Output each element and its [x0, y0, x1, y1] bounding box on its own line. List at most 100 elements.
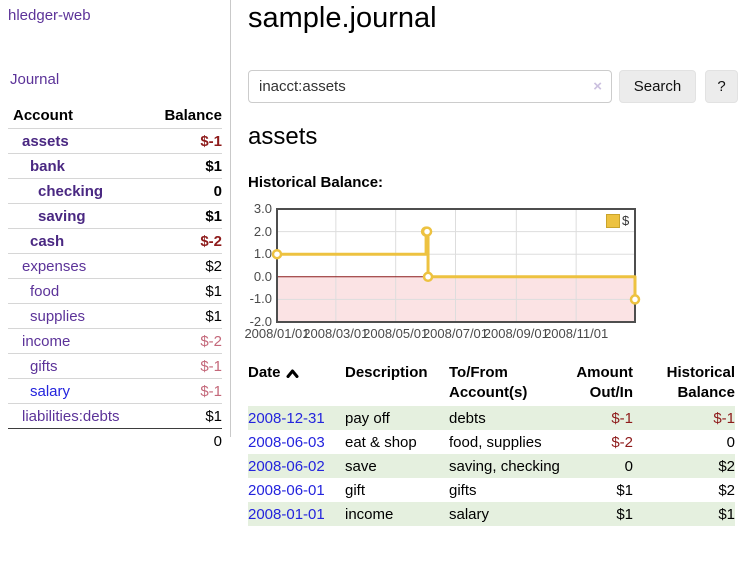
date-cell: 2008-06-02	[248, 454, 345, 478]
legend-series-label: $	[622, 213, 630, 228]
accounts-cell: debts	[449, 410, 486, 427]
amount-cell: $-2	[611, 434, 633, 451]
account-balance: $1	[205, 407, 222, 425]
register-row[interactable]: 2008-06-01 gift gifts $1 $2	[248, 478, 735, 502]
account-link[interactable]: saving	[38, 207, 86, 225]
account-balance: $2	[205, 257, 222, 275]
account-link[interactable]: income	[22, 332, 71, 350]
account-link[interactable]: liabilities:debts	[22, 407, 120, 425]
accounts-table-header: Account Balance	[8, 102, 222, 128]
register-row[interactable]: 2008-01-01 income salary $1 $1	[248, 502, 735, 526]
accounts-table-body: assets $-1 bank $1 checking 0 saving $1 cash $-2 e…	[8, 128, 222, 428]
transaction-date-link[interactable]: 2008-01-01	[248, 506, 325, 523]
account-balance: 0	[213, 182, 222, 200]
balance-cell: $1	[718, 506, 735, 523]
amount-cell: $-1	[611, 410, 633, 427]
search-input[interactable]	[249, 71, 611, 102]
sidebar-item-journal[interactable]: Journal	[10, 71, 60, 88]
account-row-expenses: expenses $2	[8, 253, 222, 278]
account-link[interactable]: salary	[30, 382, 71, 400]
chart-plot-area	[271, 208, 641, 323]
balance-chart: 3.0 2.0 1.0 0.0 -1.0 -2.0 2008/01/01 2008/03/01…	[240, 201, 720, 348]
help-button[interactable]: ?	[705, 70, 738, 103]
clear-search-icon[interactable]: ×	[593, 78, 602, 95]
sort-ascending-icon	[286, 364, 299, 384]
description-cell: gift	[345, 482, 366, 499]
account-balance: $1	[205, 307, 222, 325]
accounts-cell: salary	[449, 506, 490, 523]
x-axis-tick-label: 2008/07/01	[422, 326, 489, 341]
register-row[interactable]: 2008-06-02 save saving, checking 0 $2	[248, 454, 735, 478]
x-axis-tick-label: 2008/11/01	[544, 326, 609, 341]
search-box: ×	[248, 70, 612, 103]
date-cell: 2008-06-03	[248, 430, 345, 454]
account-heading: assets	[248, 123, 318, 150]
sidebar-divider	[230, 0, 231, 437]
account-row-liabilities-debts: liabilities:debts $1	[8, 403, 222, 428]
amount-column-header: Amount Out/In	[576, 364, 633, 401]
app-title-link[interactable]: hledger-web	[8, 7, 91, 24]
register-header-row: Date Description To/From Account(s) Amou…	[248, 363, 735, 406]
transaction-date-link[interactable]: 2008-12-31	[248, 410, 325, 427]
y-axis-tick-label: 1.0	[253, 246, 272, 262]
page-title: sample.journal	[248, 2, 437, 34]
register-row[interactable]: 2008-06-03 eat & shop food, supplies $-2 0	[248, 430, 735, 454]
account-row-assets: assets $-1	[8, 128, 222, 153]
register-row[interactable]: 2008-12-31 pay off debts $-1 $-1	[248, 406, 735, 430]
x-axis-tick-label: 2008/05/01	[363, 326, 429, 341]
date-column-header[interactable]: Date	[248, 363, 345, 406]
legend-swatch	[606, 213, 620, 228]
register-table: Date Description To/From Account(s) Amou…	[248, 363, 735, 526]
account-link[interactable]: expenses	[22, 257, 87, 275]
account-row-food: food $1	[8, 278, 222, 303]
total-balance: 0	[213, 432, 222, 450]
description-cell: save	[345, 458, 377, 475]
account-link[interactable]: cash	[30, 232, 65, 250]
chart-title: Historical Balance:	[248, 174, 384, 191]
account-balance: $-1	[200, 357, 222, 375]
y-axis-tick-label: -2.0	[249, 314, 272, 329]
balance-cell: 0	[726, 434, 735, 451]
account-row-checking: checking 0	[8, 178, 222, 203]
y-axis-tick-label: 0.0	[253, 268, 272, 284]
account-row-supplies: supplies $1	[8, 303, 222, 328]
historical-balance-column-header: Historical Balance	[666, 364, 735, 401]
transaction-date-link[interactable]: 2008-06-03	[248, 434, 325, 451]
account-link[interactable]: bank	[30, 157, 66, 175]
x-axis-tick-label: 2008/03/01	[303, 326, 369, 341]
account-row-bank: bank $1	[8, 153, 222, 178]
accounts-cell: gifts	[449, 482, 477, 499]
account-link[interactable]: checking	[38, 182, 104, 200]
account-link[interactable]: food	[30, 282, 60, 300]
transaction-date-link[interactable]: 2008-06-02	[248, 458, 325, 475]
balance-cell: $2	[718, 458, 735, 475]
account-row-cash: cash $-2	[8, 228, 222, 253]
description-column-header: Description	[345, 364, 428, 381]
account-balance: $1	[205, 157, 222, 175]
account-column-header: Account	[13, 106, 73, 124]
balance-column-header: Balance	[164, 106, 222, 124]
description-cell: eat & shop	[345, 434, 417, 451]
amount-cell: $1	[616, 482, 633, 499]
account-link[interactable]: assets	[22, 132, 69, 150]
register-table-body: 2008-12-31 pay off debts $-1 $-1 2008-06-03 ea…	[248, 406, 735, 526]
accounts-total-row: 0	[8, 428, 222, 453]
search-button[interactable]: Search	[619, 70, 696, 103]
accounts-table: Account Balance assets $-1 bank $1 checking 0…	[8, 102, 222, 453]
balance-cell: $-1	[713, 410, 735, 427]
account-balance: $1	[205, 282, 222, 300]
account-row-gifts: gifts $-1	[8, 353, 222, 378]
description-cell: pay off	[345, 410, 390, 427]
date-column-label: Date	[248, 364, 281, 381]
account-link[interactable]: supplies	[30, 307, 86, 325]
description-cell: income	[345, 506, 394, 523]
account-row-income: income $-2	[8, 328, 222, 353]
transaction-date-link[interactable]: 2008-06-01	[248, 482, 325, 499]
account-balance: $-2	[200, 232, 222, 250]
account-link[interactable]: gifts	[30, 357, 58, 375]
date-cell: 2008-12-31	[248, 406, 345, 430]
amount-cell: 0	[624, 458, 633, 475]
accounts-column-header: To/From Account(s)	[449, 364, 528, 401]
x-axis-tick-label: 2008/09/01	[483, 326, 549, 341]
